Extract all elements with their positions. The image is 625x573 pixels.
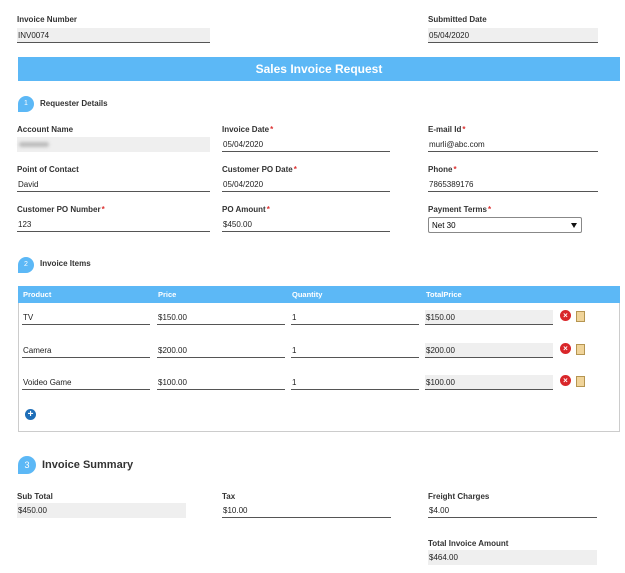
section-number: 2 [18, 257, 34, 273]
required-mark: * [293, 165, 297, 174]
cell-input[interactable]: 1 [291, 343, 419, 358]
copy-button[interactable] [576, 311, 585, 322]
field-label: Invoice Number [17, 15, 78, 24]
field-label: Tax [222, 492, 236, 501]
cell-input[interactable]: $150.00 [425, 310, 553, 325]
text-input[interactable]: 05/04/2020 [222, 177, 390, 192]
items-header [18, 286, 620, 303]
text-input[interactable]: 7865389176 [428, 177, 598, 192]
section-number: 1 [18, 96, 34, 112]
field-label: PO Amount* [222, 205, 270, 214]
text-input[interactable] [17, 137, 210, 152]
cell-input[interactable]: $200.00 [157, 343, 285, 358]
add-item-button[interactable]: + [25, 409, 36, 420]
section-title: Invoice Items [40, 259, 91, 268]
field-label: Freight Charges [428, 492, 490, 501]
cell-input[interactable]: $200.00 [425, 342, 553, 358]
column-header: Product [23, 290, 52, 299]
text-input[interactable]: 123 [17, 217, 210, 232]
cell-input[interactable]: $100.00 [425, 375, 553, 390]
field-label: Sub Total [17, 492, 53, 501]
text-input[interactable]: $4.00 [428, 503, 597, 518]
text-input[interactable]: 05/04/2020 [222, 137, 390, 152]
field-label: Customer PO Number* [17, 205, 105, 214]
required-mark: * [453, 165, 457, 174]
column-header: Quantity [292, 290, 323, 299]
section-number: 3 [18, 456, 36, 474]
text-input[interactable]: murli@abc.com [428, 137, 598, 152]
field-label: Point of Contact [17, 165, 79, 174]
text-input[interactable]: $450.00 [17, 503, 186, 518]
required-mark: * [462, 125, 466, 134]
text-input[interactable]: INV0074 [17, 28, 210, 43]
items-table [18, 286, 620, 432]
cell-input[interactable]: $100.00 [157, 375, 285, 390]
field-label: E-mail Id* [428, 125, 466, 134]
delete-button[interactable]: × [560, 310, 571, 321]
copy-button[interactable] [576, 376, 585, 387]
section-title: Requester Details [40, 99, 108, 108]
required-mark: * [101, 205, 105, 214]
text-input[interactable]: $464.00 [428, 550, 597, 565]
dropdown-arrow [571, 223, 577, 228]
cell-input[interactable]: 1 [291, 310, 419, 325]
cell-input[interactable]: Voideo Game [22, 375, 150, 390]
cell-input[interactable]: $150.00 [157, 310, 285, 325]
cell-input[interactable]: 1 [291, 375, 419, 390]
field-label: Account Name [17, 125, 74, 134]
field-label: Customer PO Date* [222, 165, 297, 174]
field-label: Invoice Date* [222, 125, 274, 134]
delete-button[interactable]: × [560, 375, 571, 386]
field-label: Total Invoice Amount [428, 539, 509, 548]
cell-input[interactable]: Camera [22, 343, 150, 358]
select-input[interactable]: Net 30 [428, 217, 582, 233]
redacted-value [19, 142, 49, 147]
field-label: Payment Terms* [428, 205, 492, 214]
cell-input[interactable]: TV [22, 310, 150, 325]
copy-button[interactable] [576, 343, 585, 355]
field-label: Submitted Date [428, 15, 487, 24]
text-input[interactable]: David [17, 177, 210, 192]
text-input[interactable]: $450.00 [222, 217, 390, 232]
field-label: Phone* [428, 165, 457, 174]
text-input[interactable]: 05/04/2020 [428, 28, 598, 43]
select-text: Net 30 [432, 221, 456, 230]
required-mark: * [266, 205, 270, 214]
column-header: TotalPrice [426, 290, 462, 299]
form-title: Sales Invoice Request [18, 57, 620, 81]
required-mark: * [488, 205, 492, 214]
text-input[interactable]: $10.00 [222, 503, 391, 518]
required-mark: * [270, 125, 274, 134]
delete-button[interactable]: × [560, 342, 571, 354]
section-title: Invoice Summary [42, 459, 134, 471]
column-header: Price [158, 290, 177, 299]
